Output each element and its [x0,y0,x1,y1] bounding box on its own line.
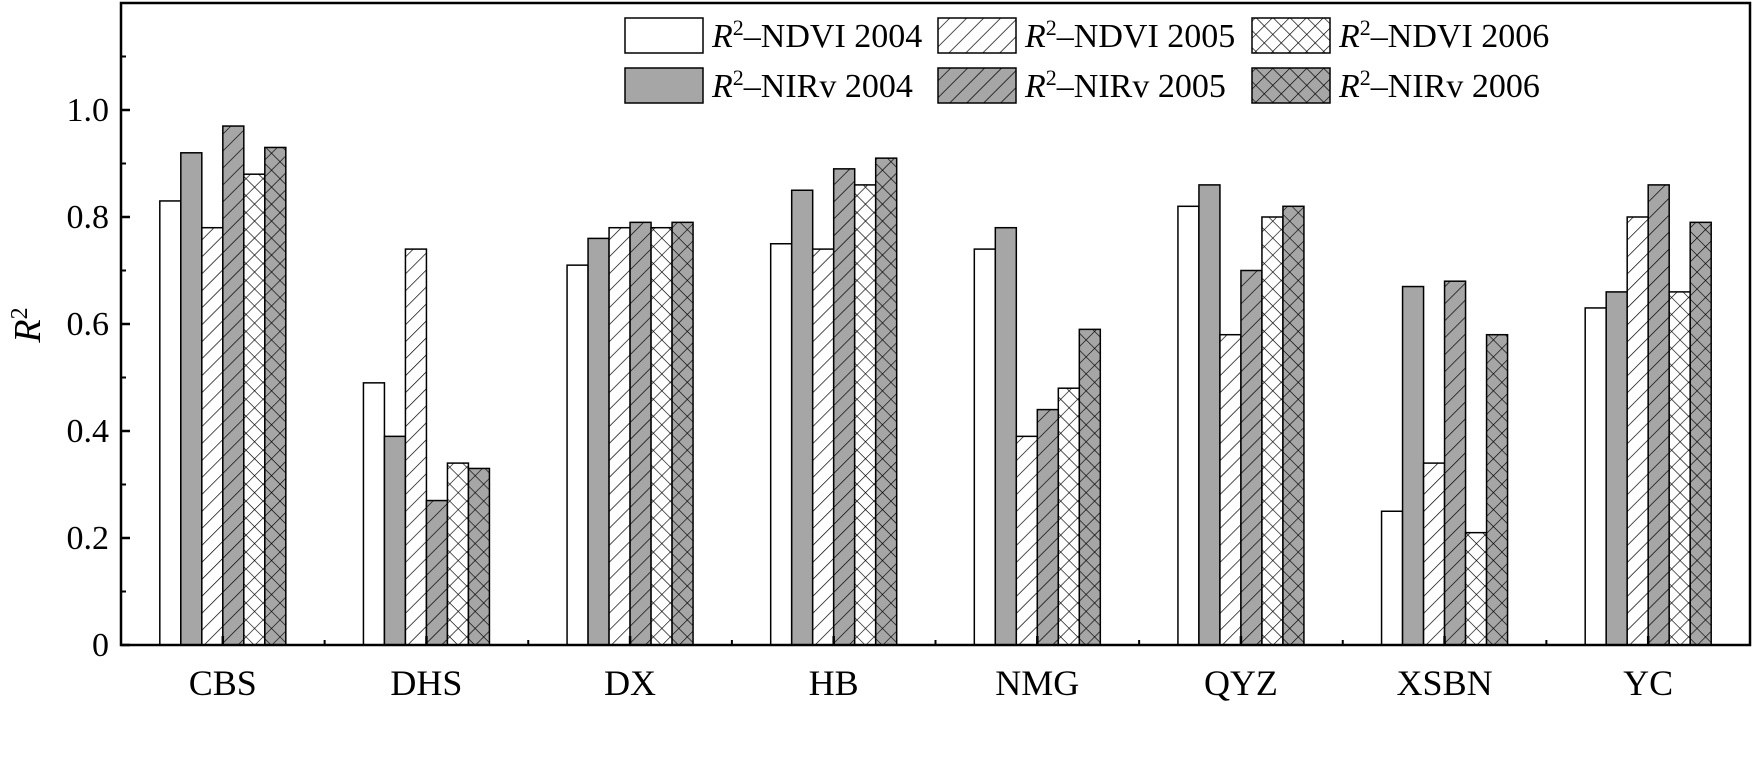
legend-swatch [937,17,1017,54]
bar-dhs-1 [383,435,407,646]
bar-nmg-4 [1057,387,1081,646]
bar-qyz-3 [1240,269,1263,646]
bar-cbs-1 [180,152,203,646]
bar-hb-1 [790,189,814,646]
x-tick-label: HB [809,663,859,703]
legend-swatch [624,67,704,104]
x-axis: CBS DHS DX HB NMG QYZ XSBN YC [120,636,1751,703]
bar-qyz-0 [1177,205,1200,646]
bar-hb-3 [832,168,856,646]
bar-hb-5 [874,157,898,646]
bar-cbs-4 [243,173,266,646]
x-tick-label: CBS [189,663,257,703]
y-tick-label: 0 [92,627,109,664]
legend-swatch [937,67,1017,104]
bar-qyz-1 [1198,184,1221,646]
bar-dhs-4 [446,462,470,646]
legend-item: R2–NDVI 2004 [624,15,922,56]
bar-xsbn-4 [1464,531,1488,646]
legend-item: R2–NIRv 2006 [1251,65,1540,106]
bar-xsbn-1 [1401,285,1425,646]
bar-yc-2 [1626,216,1649,646]
bar-dhs-2 [404,248,428,646]
bar-cbs-2 [201,226,224,646]
y-tick-label: 0.6 [67,306,110,343]
bar-xsbn-0 [1380,510,1404,646]
bar-yc-1 [1605,291,1628,646]
legend-swatch [1251,17,1331,54]
legend-label: R2–NDVI 2006 [1338,15,1549,56]
legend-label: R2–NIRv 2005 [1024,65,1226,106]
bar-hb-2 [811,248,835,646]
bar-cbs-3 [222,125,245,646]
legend-item: R2–NIRv 2005 [937,65,1226,106]
x-tick-label: DX [604,663,656,703]
bar-dhs-5 [467,467,491,646]
bar-cbs-5 [264,146,287,646]
bar-xsbn-3 [1443,280,1467,646]
bar-nmg-0 [973,248,997,646]
bar-nmg-1 [994,226,1018,646]
bar-dhs-0 [362,382,386,646]
bar-nmg-2 [1015,435,1039,646]
bar-yc-0 [1584,307,1607,646]
plot-frame [119,1,1752,647]
legend-item: R2–NIRv 2004 [624,65,913,106]
bar-qyz-2 [1219,333,1242,646]
bar-dhs-3 [425,499,449,646]
bar-dx-2 [608,226,631,646]
bar-yc-5 [1689,221,1712,646]
x-tick-label: QYZ [1204,663,1278,703]
bar-dx-5 [671,221,694,646]
legend-label: R2–NIRv 2006 [1338,65,1540,106]
y-tick-label: 1.0 [67,92,110,129]
y-tick-label: 0.8 [67,199,110,236]
x-tick-label: NMG [995,663,1079,703]
bars [159,125,1712,646]
bar-dx-1 [587,237,610,646]
bar-nmg-5 [1078,328,1102,646]
legend-label: R2–NDVI 2004 [711,15,922,56]
bar-dx-0 [566,264,589,646]
bar-dx-3 [629,221,652,646]
y-tick-label: 0.4 [67,413,110,450]
legend-label: R2–NDVI 2005 [1024,15,1235,56]
y-tick-label: 0.2 [67,520,110,557]
bar-nmg-3 [1036,408,1060,646]
bar-hb-4 [853,184,877,646]
legend: R2–NDVI 2004 R2–NIRv 2004 R2–NDVI 2005 R2–N… [624,15,1549,106]
y-axis-label: R2 [7,307,49,343]
x-tick-label: YC [1623,663,1673,703]
bar-dx-4 [650,226,673,646]
bar-hb-0 [769,243,793,646]
legend-swatch [1251,67,1331,104]
bar-xsbn-5 [1485,333,1509,646]
bar-qyz-4 [1261,216,1284,646]
bar-xsbn-2 [1422,462,1446,646]
x-tick-label: DHS [390,663,462,703]
bar-yc-3 [1647,184,1670,646]
bar-qyz-5 [1282,205,1305,646]
bar-cbs-0 [159,200,182,646]
legend-item: R2–NDVI 2006 [1251,15,1549,56]
legend-item: R2–NDVI 2005 [937,15,1235,56]
legend-swatch [624,17,704,54]
legend-label: R2–NIRv 2004 [711,65,913,106]
x-tick-label: XSBN [1397,663,1493,703]
bar-yc-4 [1668,291,1691,646]
